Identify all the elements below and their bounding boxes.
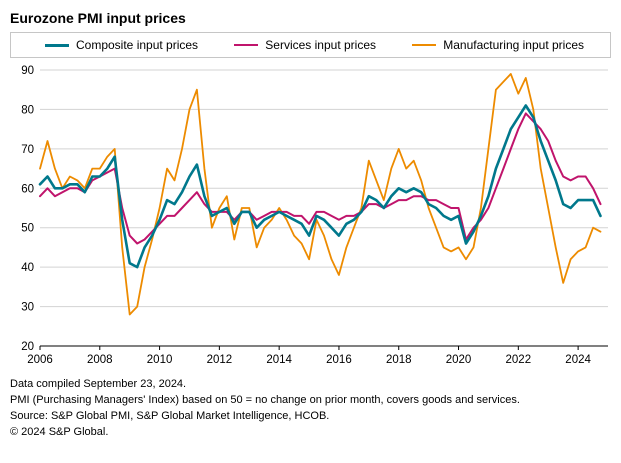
svg-text:2010: 2010 — [147, 354, 173, 366]
svg-text:2016: 2016 — [326, 354, 352, 366]
footnote-data-compiled: Data compiled September 23, 2024. — [10, 378, 187, 390]
svg-text:2024: 2024 — [565, 354, 591, 366]
svg-text:20: 20 — [21, 341, 34, 353]
legend-item-composite: Composite input prices — [45, 38, 198, 52]
svg-text:40: 40 — [21, 262, 34, 274]
legend-label-services: Services input prices — [265, 38, 377, 52]
legend-label-manufacturing: Manufacturing input prices — [443, 38, 584, 52]
manufacturing-line-swatch — [412, 44, 437, 46]
svg-text:2020: 2020 — [446, 354, 472, 366]
svg-text:30: 30 — [21, 302, 34, 314]
chart-footnotes: Data compiled September 23, 2024. PMI (P… — [10, 376, 613, 440]
svg-text:2014: 2014 — [266, 354, 292, 366]
svg-text:2012: 2012 — [207, 354, 233, 366]
chart-canvas: 20 30 40 50 60 70 80 90 2006 2008 2010 2012 2014 2016… — [21, 65, 608, 366]
footnote-copyright: © 2024 S&P Global. — [10, 426, 109, 438]
footnote-source: Source: S&P Global PMI, S&P Global Marke… — [10, 410, 330, 422]
svg-text:80: 80 — [21, 104, 34, 116]
svg-text:2022: 2022 — [506, 354, 532, 366]
chart-title: Eurozone PMI input prices — [10, 10, 186, 26]
svg-text:60: 60 — [21, 183, 34, 195]
composite-line-swatch — [45, 43, 69, 47]
svg-text:2008: 2008 — [87, 354, 113, 366]
svg-text:2018: 2018 — [386, 354, 412, 366]
legend-label-composite: Composite input prices — [76, 38, 199, 52]
svg-text:70: 70 — [21, 144, 34, 156]
legend-item-manufacturing: Manufacturing input prices — [412, 38, 584, 52]
svg-text:50: 50 — [21, 223, 34, 235]
footnote-pmi-definition: PMI (Purchasing Managers' Index) based o… — [10, 394, 520, 406]
chart-area: 20 30 40 50 60 70 80 90 2006 2008 2010 2012 2014 2016… — [8, 60, 613, 372]
svg-text:2006: 2006 — [27, 354, 53, 366]
legend-item-services: Services input prices — [234, 38, 376, 52]
svg-text:90: 90 — [21, 65, 34, 77]
services-line-swatch — [234, 44, 259, 46]
chart-legend: Composite input prices Services input pr… — [10, 32, 611, 58]
